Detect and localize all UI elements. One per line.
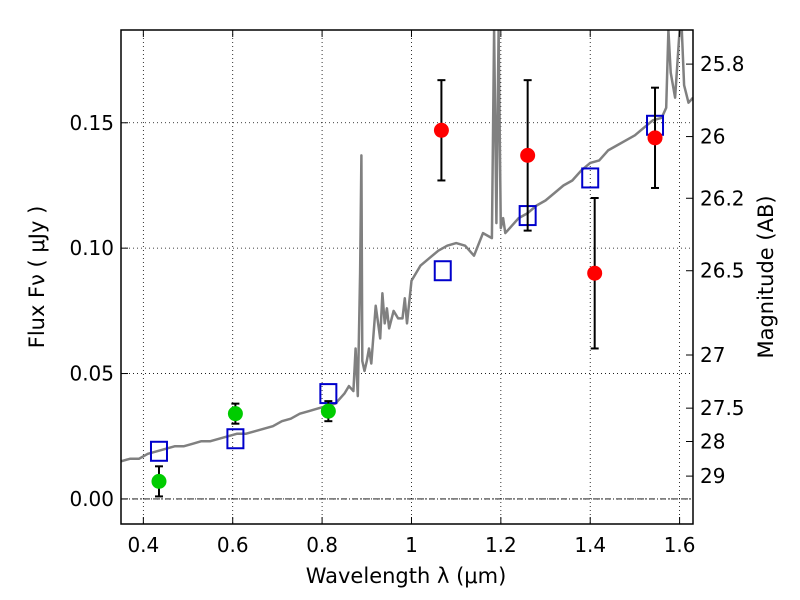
plot-frame [120,29,694,525]
axis-tick-labels: 0.4 0.6 0.8 1 1.2 1.4 1.6 0.00 0.05 0.10 0.15 25.8 2… [69,52,744,557]
model-spectrum-line [121,30,693,463]
green-data-point [320,403,336,419]
red-data-point [587,265,603,281]
y2-tick-label: 25.8 [700,52,745,76]
y-axis-label: Flux Fν ( μJy ) [25,206,49,349]
y-tick-label: 0.15 [69,111,114,135]
red-data-point [647,130,663,146]
y2-tick-label: 26.2 [700,186,745,210]
y2-tick-label: 26.5 [700,259,745,283]
model-band-square-marker [433,260,452,282]
x-tick-label: 1.4 [574,533,606,557]
x-tick-label: 0.4 [127,533,159,557]
y2-tick-label: 28 [700,429,725,453]
x-tick-label: 1.6 [664,533,696,557]
axis-ticks [121,30,693,524]
x-axis-label: Wavelength λ (μm) [306,564,507,588]
y2-axis-label: Magnitude (AB) [754,195,778,358]
x-tick-label: 1.2 [485,533,517,557]
x-tick-label: 0.8 [306,533,338,557]
red-data-point [433,122,449,138]
x-tick-label: 1 [405,533,418,557]
y-tick-label: 0.05 [69,362,114,386]
red-data-point [520,147,536,163]
model-spectrum-group [121,30,693,463]
model-band-square-marker [581,167,600,189]
y2-tick-label: 26 [700,125,725,149]
x-tick-label: 0.6 [217,533,249,557]
green-data-point [227,406,243,422]
y-tick-label: 0.10 [69,236,114,260]
y2-tick-label: 29 [700,464,725,488]
data-markers-group [149,79,665,498]
model-band-square-marker [149,440,168,462]
y2-tick-label: 27.5 [700,396,745,420]
y2-tick-label: 27 [700,343,725,367]
y-tick-label: 0.00 [69,487,114,511]
model-band-square-marker [226,428,245,450]
green-data-point [151,473,167,489]
